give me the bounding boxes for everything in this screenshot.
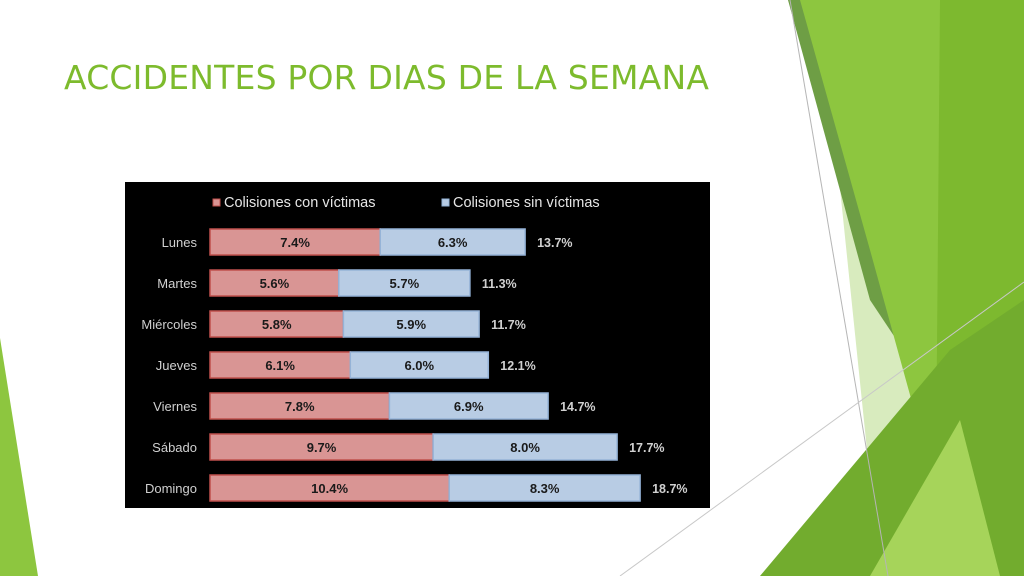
bar-value-label: 6.3% xyxy=(438,235,468,250)
legend-swatch-1 xyxy=(212,198,221,207)
bar-segment-series-2 xyxy=(338,269,471,297)
total-value-label: 14.7% xyxy=(560,400,595,414)
bar-value-label: 7.8% xyxy=(285,399,315,414)
bar-value-label: 5.9% xyxy=(396,317,426,332)
bar-segment-series-1 xyxy=(209,351,352,379)
decor-thin-line-2 xyxy=(619,281,1024,576)
bar-segment-series-1 xyxy=(209,269,340,297)
slide-title: ACCIDENTES POR DIAS DE LA SEMANA xyxy=(64,58,710,97)
category-label: Martes xyxy=(157,276,197,291)
category-label: Jueves xyxy=(156,358,198,373)
bar-value-label: 5.7% xyxy=(390,276,420,291)
total-value-label: 11.7% xyxy=(491,318,526,332)
bar-segment-series-2 xyxy=(388,392,549,420)
legend-label-1: Colisiones con víctimas xyxy=(224,195,376,211)
bar-value-label: 7.4% xyxy=(280,235,310,250)
left-green-stripe xyxy=(0,338,38,576)
bar-segment-series-2 xyxy=(448,474,641,502)
bar-segment-series-1 xyxy=(209,392,391,420)
bar-value-label: 5.8% xyxy=(262,317,292,332)
bar-segment-series-2 xyxy=(342,310,480,338)
bar-segment-series-2 xyxy=(349,351,490,379)
total-value-label: 12.1% xyxy=(500,359,535,373)
chart-panel: Colisiones con víctimas Colisiones sin ví… xyxy=(125,182,710,508)
bar-segment-series-1 xyxy=(209,228,381,256)
category-label: Viernes xyxy=(153,399,197,414)
bar-value-label: 6.1% xyxy=(265,358,295,373)
bar-value-label: 8.3% xyxy=(530,481,560,496)
total-value-label: 13.7% xyxy=(537,236,572,250)
bar-value-label: 10.4% xyxy=(311,481,348,496)
category-label: Lunes xyxy=(162,235,198,250)
category-label: Sábado xyxy=(152,440,197,455)
stacked-bar-chart: Colisiones con víctimas Colisiones sin ví… xyxy=(141,195,688,502)
decor-thin-line-1 xyxy=(789,0,889,576)
bar-value-label: 6.0% xyxy=(404,358,434,373)
legend-label-2: Colisiones sin víctimas xyxy=(453,195,600,211)
total-value-label: 17.7% xyxy=(629,441,664,455)
category-label: Domingo xyxy=(145,481,197,496)
bar-segment-series-2 xyxy=(432,433,618,461)
category-label: Miércoles xyxy=(141,317,197,332)
bar-value-label: 8.0% xyxy=(510,440,540,455)
bar-segment-series-1 xyxy=(209,474,450,502)
bar-value-label: 5.6% xyxy=(260,276,290,291)
bar-value-label: 6.9% xyxy=(454,399,484,414)
total-value-label: 18.7% xyxy=(652,482,687,496)
right-decor-highlight xyxy=(870,420,1000,576)
legend-swatch-2 xyxy=(441,198,450,207)
bar-segment-series-1 xyxy=(209,433,434,461)
bar-value-label: 9.7% xyxy=(307,440,337,455)
total-value-label: 11.3% xyxy=(482,277,517,291)
bar-segment-series-2 xyxy=(379,228,526,256)
